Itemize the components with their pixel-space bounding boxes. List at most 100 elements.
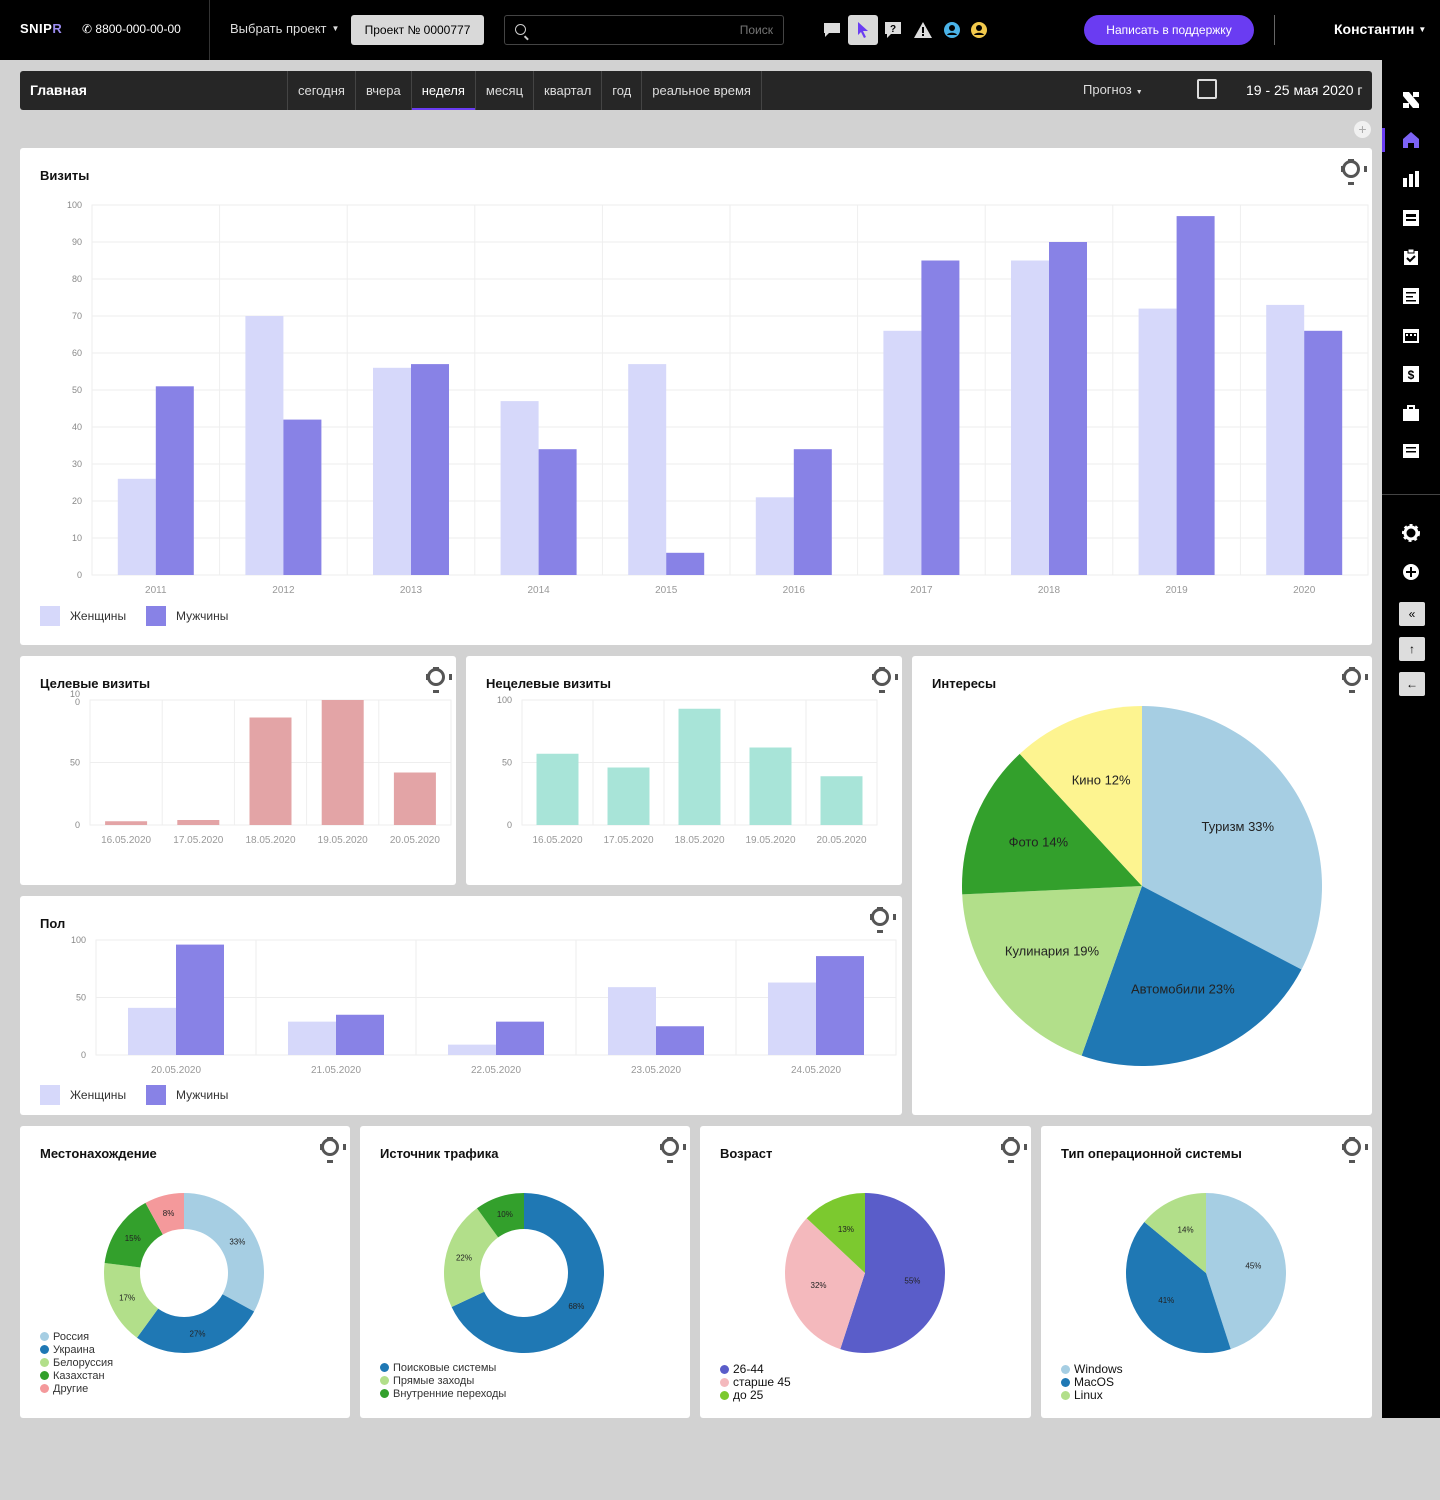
traffic-legend: Поисковые системы Прямые заходы Внутренние… [380, 1362, 506, 1401]
x-tick-label: 2019 [1165, 585, 1188, 596]
slice-label: 45% [1245, 1261, 1261, 1270]
legend-dot [40, 1332, 49, 1341]
add-icon[interactable] [1401, 562, 1421, 582]
legend-label: Россия [53, 1331, 90, 1343]
legend-label: MacOS [1074, 1375, 1115, 1389]
phone-number[interactable]: ✆ 8800-000-00-00 [82, 22, 181, 36]
right-sidebar: $ « ↑ ← [1382, 60, 1440, 1418]
gear-icon[interactable] [872, 667, 898, 693]
arrow-up-icon[interactable]: ↑ [1399, 637, 1425, 661]
list-icon[interactable] [1401, 286, 1421, 306]
calendar-icon[interactable] [1401, 325, 1421, 345]
chat-icon[interactable] [817, 15, 847, 45]
y-tick-label: 80 [72, 274, 82, 284]
legend-dot [40, 1371, 49, 1380]
legend-item: Россия [40, 1331, 113, 1344]
gear-icon[interactable] [1001, 1137, 1027, 1163]
date-range[interactable]: 19 - 25 мая 2020 г [1246, 82, 1363, 98]
svg-text:?: ? [890, 24, 896, 35]
legend-item: до 25 [720, 1389, 791, 1402]
tab-month[interactable]: месяц [474, 71, 533, 110]
report-icon[interactable] [1401, 208, 1421, 228]
finance-icon[interactable]: $ [1401, 364, 1421, 384]
gear-icon[interactable] [1342, 667, 1368, 693]
gear-icon[interactable] [1342, 1137, 1368, 1163]
brand-icon[interactable] [1401, 90, 1421, 110]
top-bar: SNIP R ✆ 8800-000-00-00 Выбрать проект ▼ П… [0, 0, 1440, 60]
x-tick-label: 22.05.2020 [471, 1065, 521, 1076]
location-chart: 33% 27% 17% 15% 8% [104, 1193, 264, 1353]
x-tick-label: 2017 [910, 585, 933, 596]
home-icon[interactable] [1401, 130, 1421, 150]
pie-slice [104, 1202, 163, 1268]
legend-dot [720, 1391, 729, 1400]
interests-card: Интересы Туризм 33% Автомобили 23% Кулинар… [912, 656, 1372, 1115]
warning-icon[interactable] [908, 15, 938, 45]
y-tick-label: 20 [72, 496, 82, 506]
collapse-icon[interactable]: « [1399, 602, 1425, 626]
search-input[interactable] [653, 23, 773, 37]
tab-realtime[interactable]: реальное время [641, 71, 762, 110]
project-select[interactable]: Выбрать проект ▼ [230, 21, 340, 36]
user-blue-icon[interactable] [937, 15, 967, 45]
legend-dot [720, 1378, 729, 1387]
x-tick-label: 18.05.2020 [674, 835, 724, 846]
tab-yesterday[interactable]: вчера [354, 71, 411, 110]
legend-label: Казахстан [53, 1370, 105, 1382]
legend-item: Прямые заходы [380, 1375, 506, 1388]
tab-quarter[interactable]: квартал [533, 71, 601, 110]
add-widget-icon[interactable]: + [1354, 121, 1371, 138]
x-tick-label: 2018 [1038, 585, 1061, 596]
y-tick-label: 70 [72, 311, 82, 321]
gear-icon[interactable] [426, 667, 452, 693]
x-tick-label: 2015 [655, 585, 678, 596]
user-menu[interactable]: Константин ▼ [1334, 21, 1427, 37]
slice-label: 33% [229, 1237, 245, 1246]
svg-text:$: $ [1408, 368, 1415, 382]
legend-label: Белоруссия [53, 1357, 114, 1369]
gender-card: Пол 0 50 100 20.05.2020 21.05.2020 22.05.2020… [20, 896, 902, 1115]
settings-icon[interactable] [1401, 523, 1421, 543]
bar-chart-icon[interactable] [1401, 169, 1421, 189]
legend-item: Внутренние переходы [380, 1388, 506, 1401]
pie-slice [962, 753, 1142, 895]
slice-label: 8% [163, 1209, 175, 1218]
calendar-icon[interactable] [1197, 79, 1217, 99]
bar [656, 1026, 704, 1055]
gear-icon[interactable] [1341, 159, 1367, 185]
card-title: Визиты [40, 168, 90, 183]
cursor-icon[interactable] [848, 15, 878, 45]
logo[interactable]: SNIP R [20, 21, 63, 36]
forecast-select[interactable]: Прогноз ▼ [1083, 82, 1143, 97]
briefcase-icon[interactable] [1401, 403, 1421, 423]
bar [448, 1044, 496, 1055]
help-icon[interactable]: ? [878, 15, 908, 45]
bar [607, 767, 650, 825]
legend-item: Linux [1061, 1389, 1123, 1402]
visits-card: Визиты 0 10 20 30 40 50 60 70 80 90 100 2011 2012 201… [20, 148, 1372, 645]
traffic-chart: 68% 22% 10% [444, 1193, 604, 1353]
legend-men: Мужчины [146, 1085, 228, 1105]
pie-slice [962, 886, 1142, 1056]
pie-slice [1126, 1222, 1231, 1353]
bar [321, 700, 364, 825]
target-visits-card: Целевые визиты 0 50 10 0 16.05.2020 17.05.202… [20, 656, 456, 885]
card-title: Возраст [720, 1146, 773, 1161]
gear-icon[interactable] [660, 1137, 686, 1163]
y-tick-label: 90 [72, 237, 82, 247]
document-icon[interactable] [1401, 442, 1421, 462]
user-yellow-icon[interactable] [964, 15, 994, 45]
legend-dot [380, 1389, 389, 1398]
x-tick-label: 20.05.2020 [816, 835, 866, 846]
support-button[interactable]: Написать в поддержку [1084, 15, 1254, 45]
gear-icon[interactable] [320, 1137, 346, 1163]
clipboard-icon[interactable] [1401, 247, 1421, 267]
tab-year[interactable]: год [601, 71, 641, 110]
arrow-left-icon[interactable]: ← [1399, 672, 1425, 696]
gear-icon[interactable] [870, 907, 896, 933]
slice-label: 17% [119, 1294, 135, 1303]
tab-week[interactable]: неделя [410, 71, 476, 110]
age-legend: 26-44 старше 45 до 25 [720, 1363, 791, 1402]
tab-today[interactable]: сегодня [287, 71, 355, 110]
project-button[interactable]: Проект № 0000777 [351, 15, 484, 45]
